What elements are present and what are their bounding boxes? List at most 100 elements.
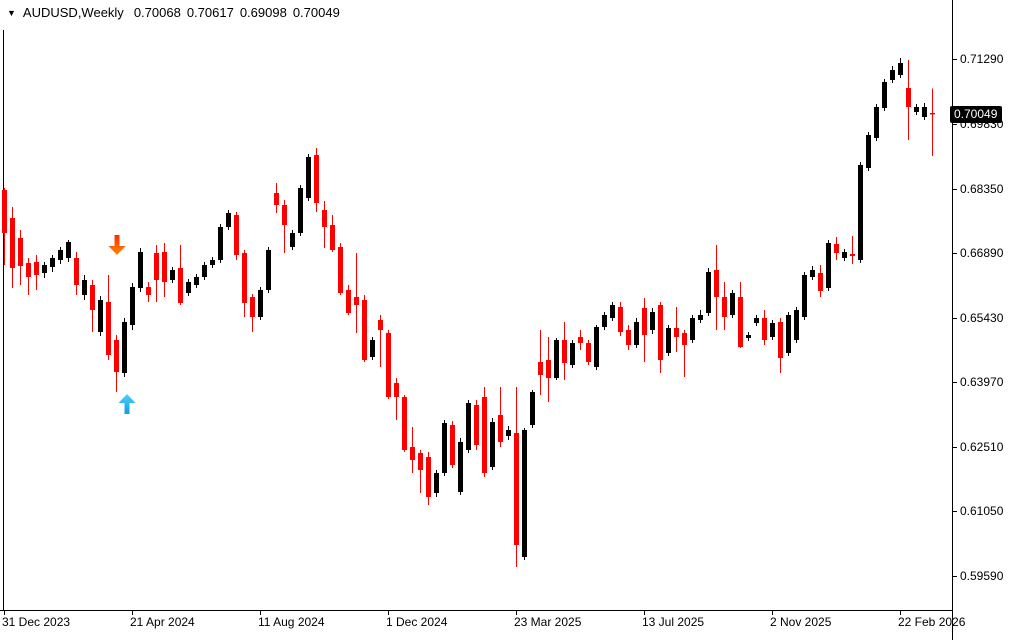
candle-body (402, 396, 407, 451)
candle-body (594, 326, 599, 367)
candle-body (890, 70, 895, 80)
time-axis-label: 2 Nov 2025 (770, 615, 832, 629)
candle-body (682, 333, 687, 345)
candle-body (66, 241, 71, 258)
candle-body (898, 63, 903, 75)
candle-body (514, 433, 519, 546)
candle-body (114, 339, 119, 373)
candle-body (106, 301, 111, 356)
candle-body (658, 304, 663, 361)
candle-body (258, 289, 263, 317)
candle-body (370, 339, 375, 357)
candle-body (842, 252, 847, 258)
candle-body (306, 157, 311, 199)
price-axis-label: 0.63970 (960, 375, 1004, 389)
price-axis-label: 0.59590 (960, 569, 1004, 583)
candle-body (378, 319, 383, 330)
candle-body (746, 334, 751, 338)
candle-body (570, 342, 575, 365)
candle-body (410, 447, 415, 461)
candle-body (778, 321, 783, 358)
candle-body (650, 311, 655, 330)
candle-body (666, 327, 671, 353)
candle-body (162, 252, 167, 282)
candle-body (698, 314, 703, 320)
candle-body (18, 238, 23, 266)
price-axis-label: 0.65430 (960, 311, 1004, 325)
candle-body (50, 257, 55, 267)
candle-body (642, 307, 647, 335)
candle-body (458, 442, 463, 493)
candle-body (138, 252, 143, 288)
sell-arrow-down-icon[interactable] (108, 234, 126, 255)
candle-body (10, 218, 15, 269)
candle-body (858, 165, 863, 261)
candle-body (202, 265, 207, 277)
candle-body (130, 287, 135, 325)
candle-body (170, 269, 175, 280)
candle-body (490, 421, 495, 468)
candle-body (906, 87, 911, 107)
candle-body (450, 425, 455, 466)
candle-body (546, 360, 551, 378)
candle-body (2, 190, 7, 234)
ohlc-high-value: 0.70617 (186, 5, 234, 20)
candle-body (42, 265, 47, 273)
candle-body (714, 269, 719, 297)
candle-body (210, 260, 215, 266)
candle-body (58, 249, 63, 261)
candle-body (82, 279, 87, 295)
current-price-tag: 0.70049 (950, 106, 1003, 123)
symbol-period-label: AUDUSD,Weekly (22, 5, 124, 20)
candle-body (346, 289, 351, 313)
candle-body (738, 296, 743, 348)
candle-body (922, 106, 927, 117)
candle-body (298, 188, 303, 234)
candle-body (874, 106, 879, 139)
candle-body (610, 304, 615, 318)
buy-arrow-up-icon[interactable] (118, 393, 136, 414)
ohlc-close-value: 0.70049 (292, 5, 340, 20)
candle-body (330, 225, 335, 250)
candle-body (338, 246, 343, 293)
price-axis-label: 0.68350 (960, 182, 1004, 196)
candle-body (562, 339, 567, 364)
candle-body (154, 252, 159, 280)
candle-body (802, 274, 807, 317)
candle-body (442, 423, 447, 474)
price-axis-label: 0.62510 (960, 440, 1004, 454)
candle-body (322, 210, 327, 227)
candle-body (274, 193, 279, 205)
candle-body (818, 272, 823, 291)
candle-body (498, 415, 503, 443)
candle-body (530, 391, 535, 426)
candle-body (810, 269, 815, 277)
candle-body (554, 339, 559, 378)
candle-body (250, 296, 255, 317)
candle-body (930, 112, 935, 115)
candle-body (754, 317, 759, 323)
candle-body (146, 287, 151, 295)
candle-body (186, 281, 191, 293)
time-axis-label: 21 Apr 2024 (130, 615, 195, 629)
price-axis-label: 0.66890 (960, 246, 1004, 260)
time-axis-label: 22 Feb 2026 (898, 615, 966, 629)
symbol-dropdown-icon[interactable]: ▼ (7, 7, 16, 18)
candle-body (474, 404, 479, 446)
candle-body (194, 276, 199, 285)
candle-body (634, 321, 639, 345)
candle-body (74, 257, 79, 285)
candle-body (674, 327, 679, 337)
candle-body (354, 296, 359, 305)
candle-body (618, 306, 623, 332)
candle-body (522, 430, 527, 558)
candle-body (242, 252, 247, 303)
candle-body (98, 299, 103, 332)
candle-body (426, 457, 431, 498)
candle-body (770, 322, 775, 337)
candle-body (282, 204, 287, 226)
candle-body (578, 336, 583, 343)
candle-body (290, 233, 295, 247)
